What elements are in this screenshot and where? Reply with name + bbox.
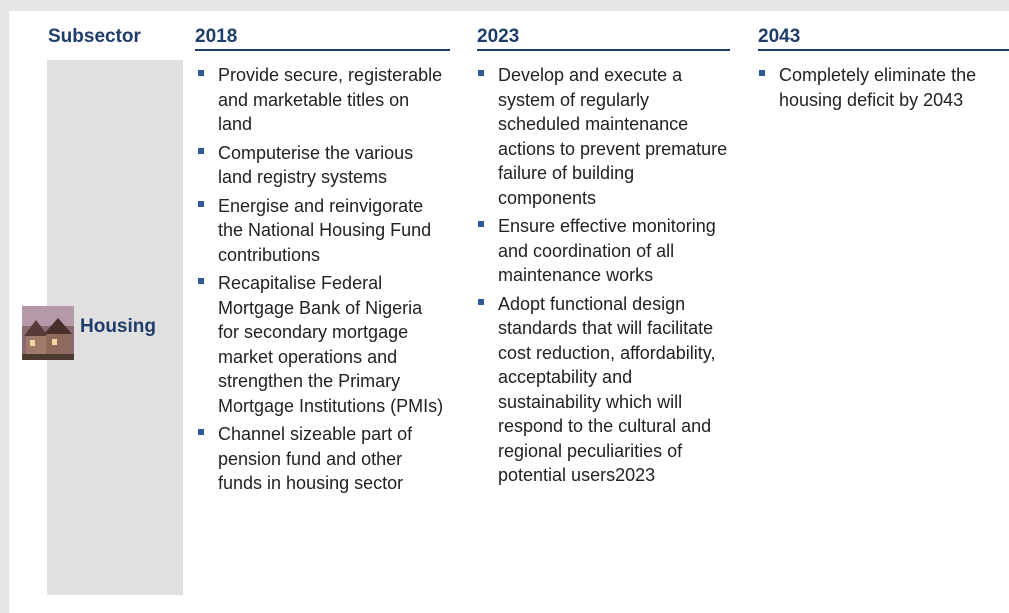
- column-header: 2043: [758, 26, 801, 47]
- bullet-item: Adopt functional design standards that w…: [476, 292, 732, 488]
- column-header: 2023: [477, 26, 520, 47]
- column-header: 2018: [195, 26, 238, 47]
- column-2023: Develop and execute a system of regularl…: [476, 63, 732, 492]
- bullet-item: Completely eliminate the housing deficit…: [757, 63, 1009, 112]
- bullet-item: Energise and reinvigorate the National H…: [196, 194, 446, 268]
- bullet-item: Develop and execute a system of regularl…: [476, 63, 732, 210]
- bullet-item: Ensure effective monitoring and coordina…: [476, 214, 732, 288]
- slide: Subsector 2018 2023 2043 Housing Provide…: [9, 11, 1009, 613]
- header-rule: [477, 49, 730, 51]
- header-rule: [758, 49, 1009, 51]
- bullet-item: Computerise the various land registry sy…: [196, 141, 446, 190]
- subsector-label: Housing: [80, 316, 156, 337]
- bullet-item: Channel sizeable part of pension fund an…: [196, 422, 446, 496]
- column-2043: Completely eliminate the housing deficit…: [757, 63, 1009, 116]
- column-2018: Provide secure, registerable and marketa…: [196, 63, 446, 500]
- bullet-item: Recapitalise Federal Mortgage Bank of Ni…: [196, 271, 446, 418]
- housing-icon: [22, 306, 74, 360]
- subsector-header: Subsector: [48, 26, 141, 47]
- header-rule: [195, 49, 450, 51]
- bullet-item: Provide secure, registerable and marketa…: [196, 63, 446, 137]
